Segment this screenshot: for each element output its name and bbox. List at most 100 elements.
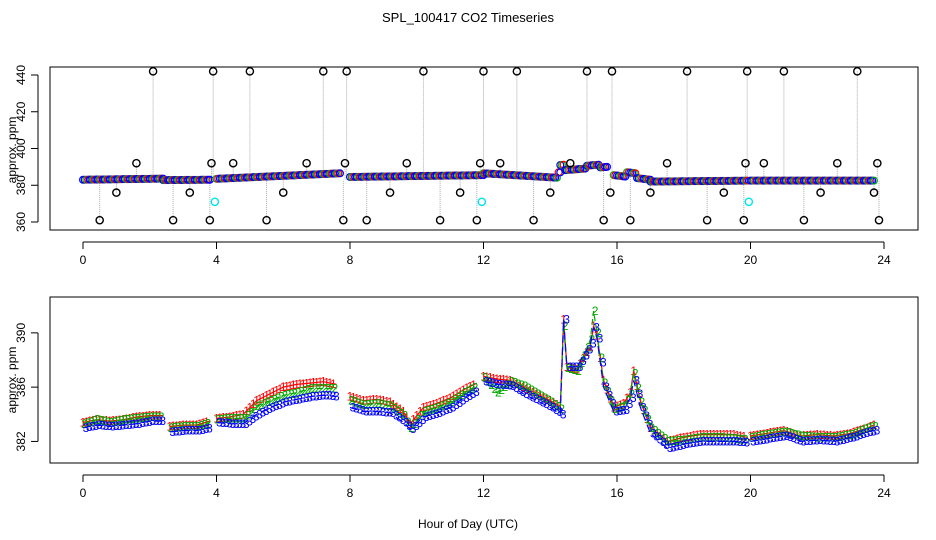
- series-marker-3: 3: [296, 392, 303, 406]
- series-line-2: [82, 416, 164, 425]
- series-marker-2: 2: [622, 399, 629, 413]
- series-marker-1: 1: [433, 396, 440, 410]
- series-line-2: [169, 421, 210, 429]
- series-marker-1: 1: [243, 404, 250, 418]
- series-marker-2: 2: [829, 430, 836, 444]
- flag-point: [719, 188, 729, 197]
- series-marker-3: 3: [276, 398, 283, 412]
- series-marker-1: 1: [83, 415, 90, 429]
- series-marker-1: 1: [514, 377, 521, 391]
- flag-point: [278, 188, 288, 197]
- series-marker-2: 2: [859, 424, 866, 438]
- series-marker-2: 2: [548, 395, 555, 409]
- series-marker-1: 1: [350, 391, 357, 405]
- series-marker-1: 1: [821, 428, 828, 442]
- flag-point: [626, 215, 635, 225]
- series-marker-3: 3: [860, 427, 867, 441]
- series-marker-1: 1: [480, 369, 487, 383]
- series-marker-1: 1: [113, 413, 120, 427]
- series-marker-3: 3: [470, 387, 477, 401]
- series-marker-1: 1: [847, 426, 854, 440]
- flag-point: [362, 215, 371, 225]
- series-marker-2: 2: [498, 383, 505, 397]
- series-marker-1: 1: [537, 389, 544, 403]
- x-tick-label-1-6: 24: [877, 486, 891, 500]
- series-marker-1: 1: [487, 371, 494, 385]
- series-marker-1: 1: [684, 430, 691, 444]
- series-marker-2: 2: [842, 429, 849, 443]
- series-marker-3: 3: [313, 389, 320, 403]
- series-marker-1: 1: [180, 418, 187, 432]
- series-marker-2: 2: [315, 382, 322, 396]
- series-marker-1: 1: [427, 398, 434, 412]
- series-marker-3: 3: [627, 397, 634, 411]
- series-marker-1: 1: [407, 417, 414, 431]
- series-marker-1: 1: [233, 409, 240, 423]
- series-marker-1: 1: [417, 405, 424, 419]
- series-marker-3: 3: [603, 380, 610, 394]
- flag-point: [662, 158, 672, 168]
- series-marker-3: 3: [430, 408, 437, 422]
- series-marker-3: 3: [93, 419, 100, 433]
- series-marker-3: 3: [777, 430, 784, 444]
- series-marker-2: 2: [422, 405, 429, 419]
- series-marker-3: 3: [246, 414, 253, 428]
- series-marker-2: 2: [355, 396, 362, 410]
- series-marker-3: 3: [590, 337, 597, 351]
- series-marker-1: 1: [423, 399, 430, 413]
- series-marker-2: 2: [518, 378, 525, 392]
- series-marker-3: 3: [824, 434, 831, 448]
- x-tick-label-0-2: 8: [347, 253, 354, 267]
- top-y-axis-title: approx. ppm: [5, 117, 19, 184]
- series-marker-3: 3: [243, 417, 250, 431]
- series-marker-2: 2: [278, 390, 285, 404]
- series-marker-1: 1: [413, 409, 420, 423]
- series-marker-3: 3: [850, 430, 857, 444]
- series-marker-3: 3: [133, 417, 140, 431]
- series-marker-2: 2: [101, 414, 108, 428]
- series-marker-1: 1: [227, 410, 234, 424]
- series-marker-2: 2: [615, 401, 622, 415]
- series-marker-3: 3: [537, 394, 544, 408]
- series-marker-1: 1: [797, 429, 804, 443]
- series-marker-3: 3: [740, 435, 747, 449]
- series-marker-2: 2: [872, 420, 879, 434]
- series-marker-2: 2: [131, 412, 138, 426]
- series-marker-1: 1: [237, 408, 244, 422]
- series-marker-3: 3: [717, 434, 724, 448]
- series-marker-2: 2: [385, 398, 392, 412]
- series-marker-1: 1: [654, 426, 661, 440]
- series-marker-2: 2: [502, 380, 509, 394]
- series-marker-3: 3: [607, 388, 614, 402]
- series-marker-1: 1: [250, 397, 257, 411]
- series-marker-1: 1: [587, 339, 594, 353]
- series-marker-3: 3: [530, 390, 537, 404]
- series-marker-1: 1: [347, 390, 354, 404]
- series-marker-2: 2: [201, 417, 208, 431]
- series-marker-1: 1: [747, 429, 754, 443]
- series-marker-1: 1: [290, 378, 297, 392]
- series-marker-2: 2: [151, 410, 158, 424]
- series-marker-3: 3: [179, 424, 186, 438]
- series-marker-3: 3: [390, 406, 397, 420]
- flag-point: [742, 67, 752, 76]
- series-marker-1: 1: [450, 389, 457, 403]
- series-marker-3: 3: [326, 389, 333, 403]
- x-tick-label-0-5: 20: [744, 253, 758, 267]
- series-marker-1: 1: [871, 418, 878, 432]
- series-marker-3: 3: [660, 435, 667, 449]
- series-marker-2: 2: [215, 413, 222, 427]
- series-marker-2: 2: [118, 413, 125, 427]
- series-marker-2: 2: [235, 411, 242, 425]
- series-marker-3: 3: [263, 404, 270, 418]
- series-marker-1: 1: [624, 391, 631, 405]
- series-marker-3: 3: [186, 424, 193, 438]
- series-marker-1: 1: [827, 429, 834, 443]
- series-marker-1: 1: [574, 363, 581, 377]
- series-marker-2: 2: [505, 377, 512, 391]
- series-marker-3: 3: [219, 416, 226, 430]
- series-marker-3: 3: [653, 429, 660, 443]
- series-marker-2: 2: [95, 413, 102, 427]
- series-marker-2: 2: [168, 421, 175, 435]
- series-marker-2: 2: [629, 387, 636, 401]
